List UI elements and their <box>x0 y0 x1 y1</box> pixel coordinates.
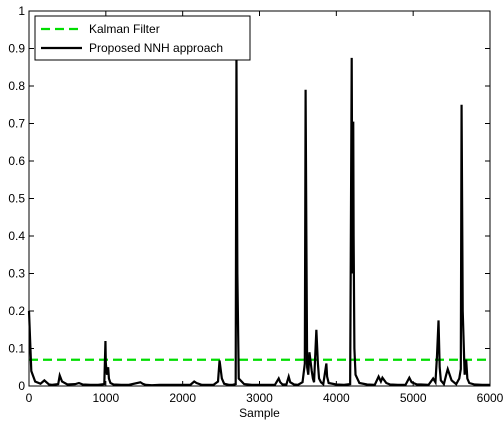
x-tick-label: 6000 <box>477 391 504 405</box>
y-tick-label: 0.3 <box>8 267 25 281</box>
x-tick-label: 4000 <box>323 391 350 405</box>
y-tick-label: 0.1 <box>8 342 25 356</box>
y-tick-label: 1 <box>18 4 25 18</box>
y-tick-label: 0.7 <box>8 117 25 131</box>
legend: Kalman Filter Proposed NNH approach <box>34 15 251 61</box>
y-tick-label: 0.4 <box>8 229 25 243</box>
y-tick-label: 0.8 <box>8 79 25 93</box>
legend-box <box>34 15 251 61</box>
y-tick-label: 0.5 <box>8 192 25 206</box>
x-axis-label: Sample <box>239 406 280 420</box>
x-axis-ticks: 0 1000 2000 3000 4000 5000 6000 <box>26 11 504 405</box>
legend-label: Kalman Filter <box>89 22 160 36</box>
series-line-proposed-nnh <box>27 55 490 387</box>
y-tick-label: 0.6 <box>8 154 25 168</box>
y-tick-label: 0.2 <box>8 304 25 318</box>
legend-label: Proposed NNH approach <box>89 41 223 55</box>
series-layer <box>27 55 490 387</box>
x-tick-label: 0 <box>26 391 33 405</box>
y-axis-ticks: 0 0.1 0.2 0.3 0.4 0.5 0.6 0.7 0.8 0.9 1 <box>8 4 490 393</box>
x-tick-label: 3000 <box>246 391 273 405</box>
x-tick-label: 5000 <box>400 391 427 405</box>
y-tick-label: 0 <box>18 379 25 393</box>
x-tick-label: 2000 <box>169 391 196 405</box>
x-tick-label: 1000 <box>92 391 119 405</box>
y-tick-label: 0.9 <box>8 42 25 56</box>
